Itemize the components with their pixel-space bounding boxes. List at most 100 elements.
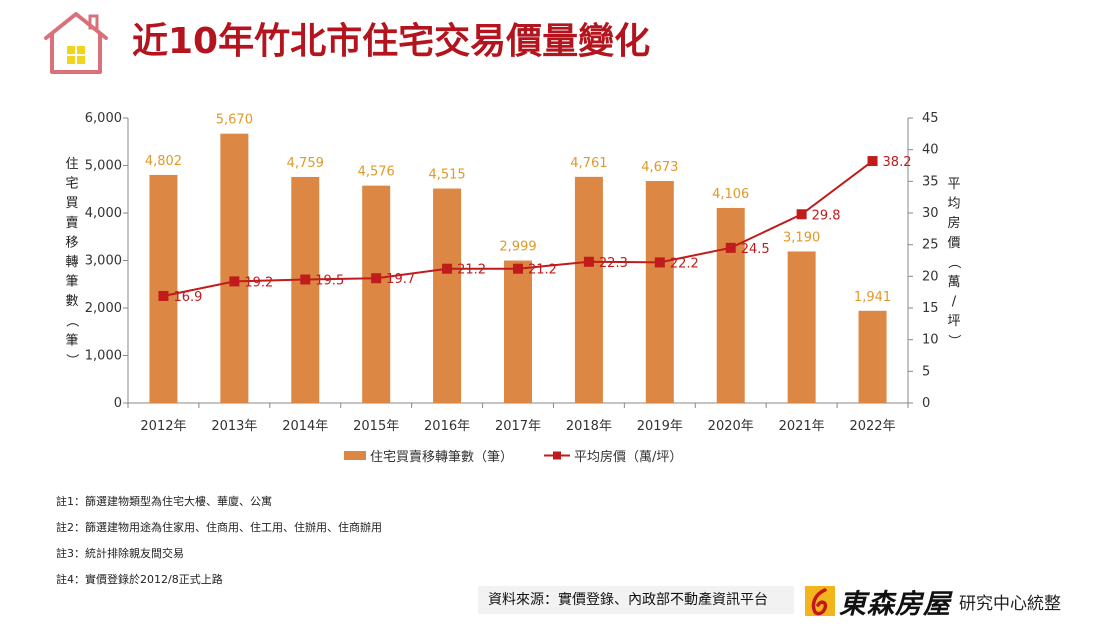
logo-brand: 東森房屋 <box>839 588 951 620</box>
price-marker <box>867 156 878 167</box>
svg-text:筆: 筆 <box>65 333 78 348</box>
price-marker <box>229 276 240 287</box>
line-data-label: 21.2 <box>457 263 486 278</box>
bar <box>362 185 391 403</box>
note-4: 註4：實價登錄於2012/8正式上路 <box>56 573 223 586</box>
right-tick-label: 35 <box>922 174 939 189</box>
legend-line-marker <box>553 451 561 460</box>
left-tick-label: 1,000 <box>85 349 122 364</box>
x-tick-label: 2022年 <box>849 419 895 434</box>
svg-text:均: 均 <box>947 197 960 212</box>
right-axis-title: 平均房價 （ 萬 / 坪 ） <box>946 177 961 347</box>
combo-chart: 01,0002,0003,0004,0005,0006,000051015202… <box>64 111 961 465</box>
price-marker <box>442 263 453 274</box>
svg-text:（: （ <box>946 256 961 269</box>
svg-text:數: 數 <box>65 294 78 309</box>
house-icon <box>44 12 108 74</box>
svg-text:萬: 萬 <box>947 275 960 290</box>
svg-text:買: 買 <box>65 196 78 211</box>
left-axis-title: 住宅買賣移轉筆數（筆） <box>64 157 79 367</box>
line-data-label: 22.2 <box>670 256 699 271</box>
svg-text:房: 房 <box>947 215 960 231</box>
bar <box>149 174 178 403</box>
legend-line-label: 平均房價（萬/坪） <box>574 449 682 465</box>
bar-data-label: 4,673 <box>641 160 678 175</box>
x-tick-label: 2013年 <box>211 419 257 434</box>
bar <box>574 176 603 403</box>
note-3: 註3：統計排除親友間交易 <box>56 547 184 560</box>
line-data-label: 16.9 <box>173 290 202 305</box>
svg-text:）: ） <box>946 334 961 347</box>
left-tick-label: 5,000 <box>85 159 122 174</box>
svg-text:住: 住 <box>65 157 78 172</box>
right-tick-label: 10 <box>922 333 939 348</box>
right-tick-label: 25 <box>922 238 939 253</box>
bar-data-label: 4,761 <box>570 156 607 171</box>
left-tick-label: 6,000 <box>85 111 122 126</box>
bar-data-label: 3,190 <box>783 230 820 245</box>
bar-data-label: 4,515 <box>428 168 465 183</box>
bar-data-label: 4,576 <box>358 165 395 180</box>
line-data-label: 19.5 <box>315 274 344 289</box>
line-data-label: 29.8 <box>812 208 841 223</box>
line-data-label: 24.5 <box>741 242 770 257</box>
price-marker <box>300 274 311 285</box>
x-tick-label: 2015年 <box>353 419 399 434</box>
line-data-label: 38.2 <box>883 155 912 170</box>
price-marker <box>158 290 169 301</box>
right-tick-label: 0 <box>922 396 930 411</box>
x-tick-label: 2012年 <box>140 419 186 434</box>
line-data-label: 19.7 <box>386 272 415 287</box>
note-1: 註1：篩選建物類型為住宅大樓、華廈、公寓 <box>56 495 272 508</box>
x-tick-label: 2020年 <box>708 419 754 434</box>
svg-text:賣: 賣 <box>65 216 78 231</box>
x-tick-label: 2017年 <box>495 419 541 434</box>
logo-mark-icon <box>805 586 835 616</box>
bar-data-label: 4,759 <box>287 156 324 171</box>
bar-data-label: 4,106 <box>712 187 749 202</box>
right-tick-label: 45 <box>922 111 939 126</box>
bar <box>504 260 532 403</box>
x-tick-label: 2021年 <box>779 419 825 434</box>
line-data-label: 21.2 <box>528 263 557 278</box>
x-tick-label: 2016年 <box>424 419 470 434</box>
price-marker <box>725 242 736 253</box>
right-tick-label: 5 <box>922 364 930 379</box>
svg-text:平: 平 <box>947 177 960 192</box>
right-tick-label: 20 <box>922 269 939 284</box>
price-marker <box>796 209 807 220</box>
bar-data-label: 4,802 <box>145 154 182 169</box>
right-tick-label: 15 <box>922 301 939 316</box>
bar <box>787 251 816 403</box>
left-tick-label: 4,000 <box>85 206 122 221</box>
svg-text:價: 價 <box>947 236 960 251</box>
left-tick-label: 0 <box>114 396 122 411</box>
price-marker <box>654 257 665 268</box>
right-tick-label: 40 <box>922 143 939 158</box>
right-tick-label: 30 <box>922 206 939 221</box>
svg-text:坪: 坪 <box>947 314 960 329</box>
bar-data-label: 1,941 <box>854 290 891 305</box>
page-title: 近10年竹北市住宅交易價量變化 <box>132 21 651 62</box>
svg-text:（: （ <box>64 314 79 327</box>
bar <box>291 176 320 403</box>
bar <box>220 133 249 404</box>
bar <box>716 207 745 403</box>
x-tick-label: 2014年 <box>282 419 328 434</box>
svg-text:筆: 筆 <box>65 275 78 290</box>
x-tick-label: 2019年 <box>637 419 683 434</box>
svg-text:宅: 宅 <box>65 177 78 192</box>
left-tick-label: 3,000 <box>85 254 122 269</box>
source-text: 資料來源：實價登錄、內政部不動產資訊平台 <box>478 586 794 614</box>
note-2: 註2：篩選建物用途為住家用、住商用、住工用、住辦用、住商辦用 <box>56 521 382 534</box>
logo-subtitle: 研究中心統整 <box>959 593 1061 614</box>
line-data-label: 19.2 <box>244 275 273 290</box>
svg-text:）: ） <box>64 353 79 366</box>
bar <box>433 188 462 403</box>
price-marker <box>513 263 523 274</box>
svg-text:移: 移 <box>65 235 78 250</box>
company-logo: 東森房屋 研究中心統整 <box>805 583 1061 620</box>
bar-data-label: 2,999 <box>499 240 536 255</box>
price-marker <box>371 273 382 284</box>
left-tick-label: 2,000 <box>85 301 122 316</box>
